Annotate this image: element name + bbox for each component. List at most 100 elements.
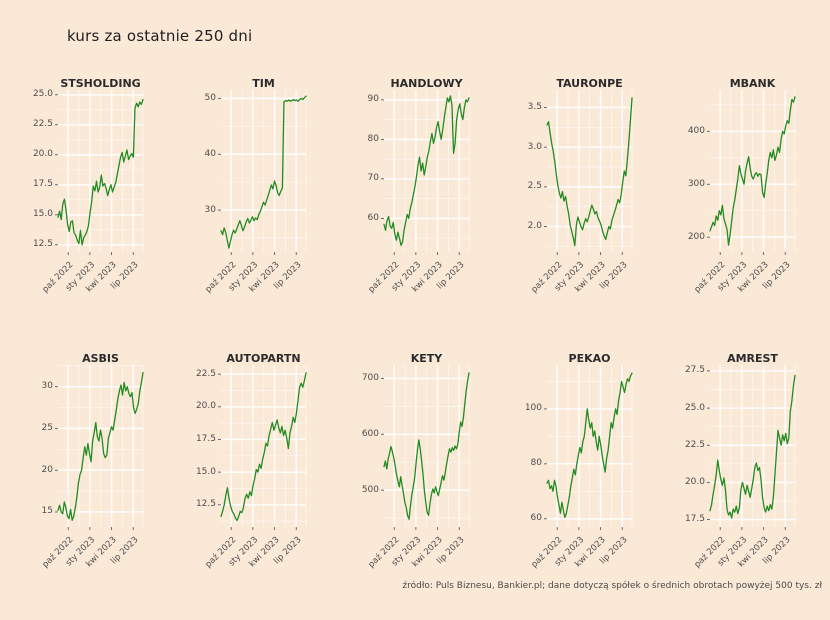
plot-area: 12.5 15.0 17.5 20.0 22.5 paź 2022 sty 2023 kwi…: [183, 365, 346, 615]
chart-title: KETY: [410, 352, 443, 365]
y-tick-label: 100: [524, 403, 542, 414]
y-tick-label: 12.5: [32, 239, 53, 250]
chart-title: AUTOPARTN: [226, 352, 301, 365]
price-line: [709, 374, 796, 519]
y-tick-label: 2.5: [527, 181, 542, 192]
y-tick-label: 60: [530, 513, 542, 524]
x-axis-labels: paź 2022 sty 2023 kwi 2023 lip 2023: [366, 531, 469, 583]
plot-area: 60 70 80 90 paź 2022 sty 2023 kwi 2023 lip 202…: [346, 90, 509, 340]
price-line: [383, 372, 470, 520]
x-axis-labels: paź 2022 sty 2023 kwi 2023 lip 2023: [529, 531, 632, 583]
y-tick-label: 30: [204, 204, 216, 215]
x-axis-labels: paź 2022 sty 2023 kwi 2023 lip 2023: [692, 531, 795, 583]
y-tick-label: 2.0: [527, 221, 542, 232]
y-tick-label: 3.0: [527, 141, 542, 152]
y-tick-label: 25.0: [32, 89, 53, 100]
y-axis-labels: 17.5 20.0 22.5 25.0 27.5: [672, 365, 708, 527]
chart-title: ASBIS: [82, 352, 119, 365]
chart-panel: TIM 30 40 50 paź 2022 sty 2023 kwi 2023 lip 2…: [183, 70, 346, 345]
chart-title: STSHOLDING: [60, 77, 141, 90]
price-line: [220, 95, 307, 249]
plot-area: 60 80 100 paź 2022 sty 2023 kwi 2023 lip 2023: [509, 365, 672, 615]
source-note: źródło: Puls Biznesu, Bankier.pl; dane d…: [402, 581, 822, 591]
y-tick-label: 17.5: [195, 433, 216, 444]
chart-plot: [544, 365, 633, 530]
price-line: [546, 372, 633, 519]
chart-plot: [707, 90, 796, 255]
y-tick-label: 40: [204, 148, 216, 159]
y-tick-label: 22.5: [195, 368, 216, 379]
y-tick-label: 90: [367, 94, 379, 105]
y-axis-labels: 200 300 400: [672, 90, 708, 252]
y-tick-label: 15.0: [195, 466, 216, 477]
y-tick-label: 400: [687, 125, 705, 136]
y-tick-label: 3.5: [527, 101, 542, 112]
chart-panel: HANDLOWY 60 70 80 90 paź 2022 sty 2023 kwi 20…: [346, 70, 509, 345]
y-tick-label: 70: [367, 173, 379, 184]
y-axis-labels: 15 20 25 30: [20, 365, 56, 527]
y-tick-label: 17.5: [684, 514, 705, 525]
y-tick-label: 80: [367, 133, 379, 144]
chart-plot: [381, 365, 470, 530]
chart-plot: [218, 365, 307, 530]
chart-title: HANDLOWY: [390, 77, 463, 90]
chart-panel: AUTOPARTN 12.5 15.0 17.5 20.0 22.5 paź 2022 s…: [183, 345, 346, 620]
price-line: [220, 372, 307, 522]
chart-panel: TAURONPE 2.0 2.5 3.0 3.5 paź 2022 sty 2023 kw…: [509, 70, 672, 345]
x-axis-labels: paź 2022 sty 2023 kwi 2023 lip 2023: [40, 256, 143, 308]
chart-panel: MBANK 200 300 400 paź 2022 sty 2023 kwi 2023…: [672, 70, 830, 345]
y-tick-label: 80: [530, 458, 542, 469]
plot-area: 200 300 400 paź 2022 sty 2023 kwi 2023 lip 20…: [672, 90, 830, 340]
y-tick-label: 22.5: [32, 119, 53, 130]
plot-area: 2.0 2.5 3.0 3.5 paź 2022 sty 2023 kwi 2023 lip…: [509, 90, 672, 340]
price-line: [546, 97, 633, 247]
chart-panel: AMREST 17.5 20.0 22.5 25.0 27.5 paź 2022 sty …: [672, 345, 830, 620]
y-tick-label: 15.0: [32, 209, 53, 220]
charts-grid: STSHOLDING 12.5 15.0 17.5 20.0 22.5 25.0 paź …: [20, 70, 830, 620]
chart-plot: [381, 90, 470, 255]
chart-title: AMREST: [727, 352, 778, 365]
y-axis-labels: 500 600 700: [346, 365, 382, 527]
y-tick-label: 600: [361, 428, 379, 439]
y-tick-label: 15: [41, 506, 53, 517]
y-tick-label: 12.5: [195, 499, 216, 510]
y-tick-label: 20.0: [684, 476, 705, 487]
plot-area: 12.5 15.0 17.5 20.0 22.5 25.0 paź 2022 sty 202…: [20, 89, 183, 340]
plot-area: 500 600 700 paź 2022 sty 2023 kwi 2023 lip 20…: [346, 365, 509, 615]
chart-plot: [55, 365, 144, 530]
y-tick-label: 700: [361, 372, 379, 383]
chart-title: PEKAO: [568, 352, 611, 365]
chart-panel: PEKAO 60 80 100 paź 2022 sty 2023 kwi 2023 li…: [509, 345, 672, 620]
y-tick-label: 20: [41, 464, 53, 475]
chart-title: TIM: [252, 77, 275, 90]
y-tick-label: 60: [367, 212, 379, 223]
chart-plot: [707, 365, 796, 530]
chart-panel: KETY 500 600 700 paź 2022 sty 2023 kwi 2023 l…: [346, 345, 509, 620]
chart-title: TAURONPE: [556, 77, 623, 90]
y-tick-label: 25: [41, 422, 53, 433]
y-tick-label: 200: [687, 231, 705, 242]
plot-area: 17.5 20.0 22.5 25.0 27.5 paź 2022 sty 2023 kwi…: [672, 365, 830, 615]
price-line: [383, 95, 470, 246]
page-title: kurs za ostatnie 250 dni: [67, 27, 253, 45]
y-tick-label: 27.5: [684, 365, 705, 376]
y-tick-label: 50: [204, 92, 216, 103]
y-axis-labels: 60 80 100: [509, 365, 545, 527]
x-axis-labels: paź 2022 sty 2023 kwi 2023 lip 2023: [203, 531, 306, 583]
price-line: [709, 96, 796, 246]
y-axis-labels: 12.5 15.0 17.5 20.0 22.5 25.0: [20, 89, 56, 252]
chart-plot: [544, 90, 633, 255]
chart-panel: STSHOLDING 12.5 15.0 17.5 20.0 22.5 25.0 paź …: [20, 70, 183, 345]
y-tick-label: 500: [361, 484, 379, 495]
y-axis-labels: 2.0 2.5 3.0 3.5: [509, 90, 545, 252]
y-axis-labels: 60 70 80 90: [346, 90, 382, 252]
x-axis-labels: paź 2022 sty 2023 kwi 2023 lip 2023: [692, 256, 795, 308]
x-axis-labels: paź 2022 sty 2023 kwi 2023 lip 2023: [40, 531, 143, 583]
x-axis-labels: paź 2022 sty 2023 kwi 2023 lip 2023: [203, 256, 306, 308]
chart-title: MBANK: [729, 77, 776, 90]
y-tick-label: 20.0: [195, 401, 216, 412]
y-tick-label: 22.5: [684, 439, 705, 450]
y-axis-labels: 12.5 15.0 17.5 20.0 22.5: [183, 365, 219, 527]
plot-area: 15 20 25 30 paź 2022 sty 2023 kwi 2023 lip 202…: [20, 365, 183, 615]
price-line: [57, 371, 144, 521]
